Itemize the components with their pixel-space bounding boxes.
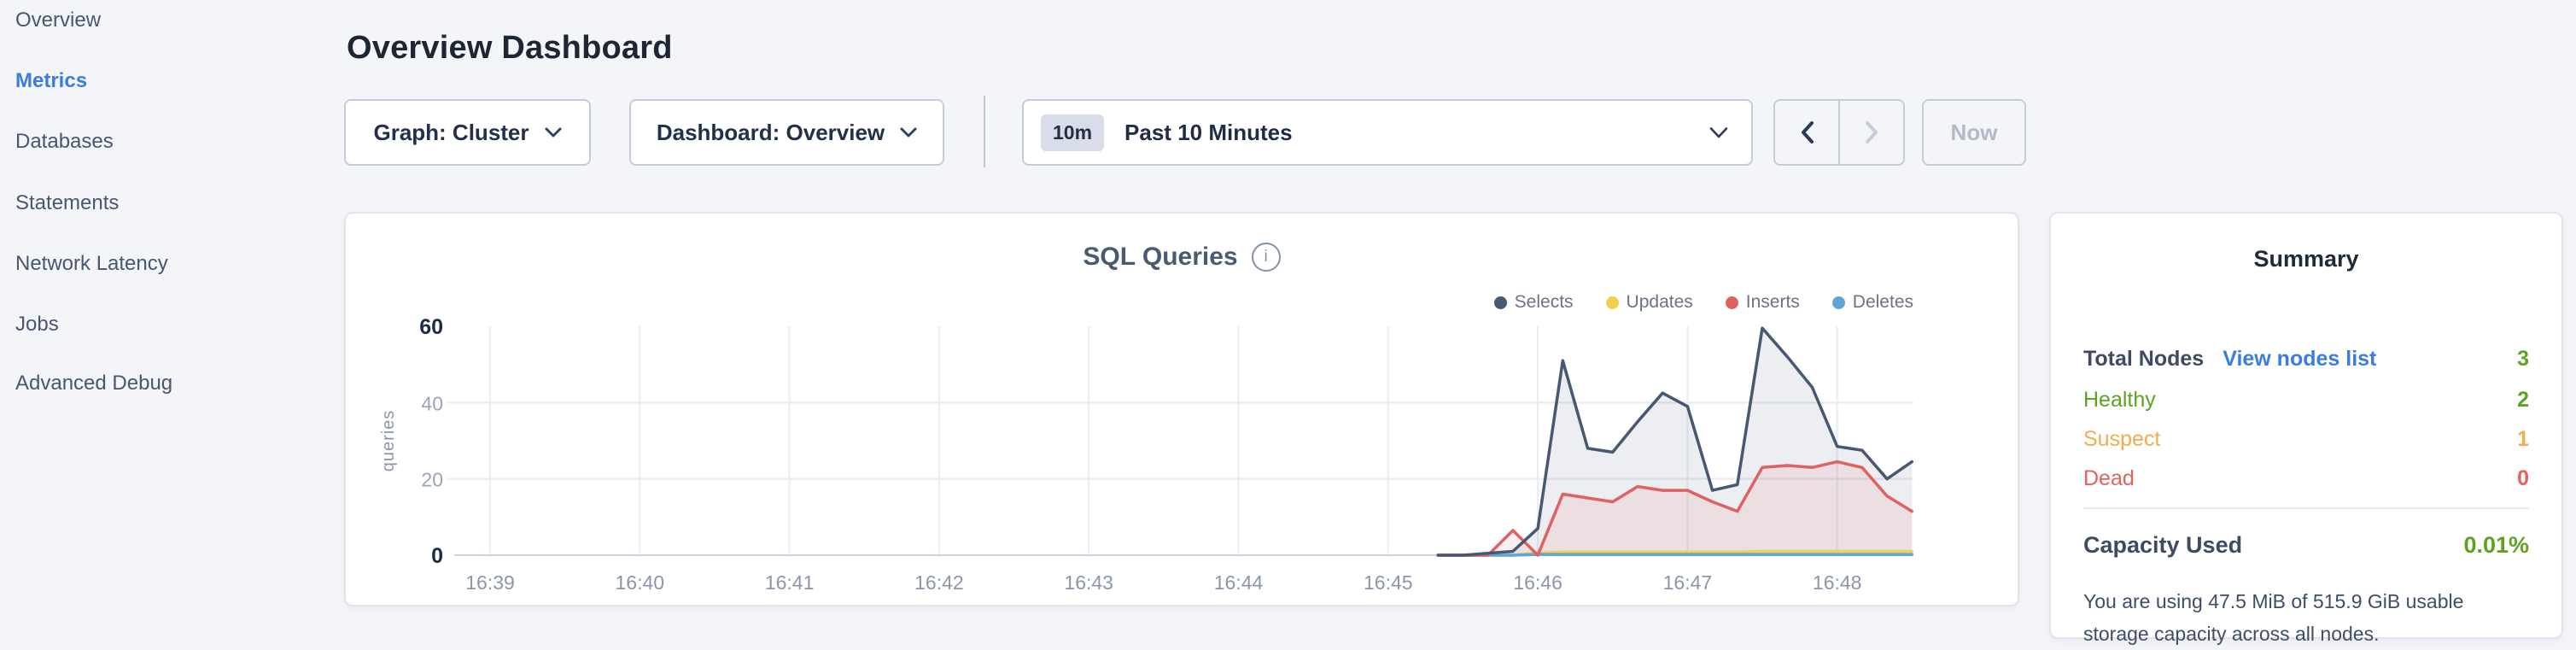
now-button[interactable]: Now <box>1922 99 2026 166</box>
svg-text:20: 20 <box>421 469 443 491</box>
legend-label: Inserts <box>1745 292 1800 312</box>
sidebar-item-jobs[interactable]: Jobs <box>15 313 59 336</box>
time-step-button-group <box>1773 99 1905 166</box>
svg-text:16:46: 16:46 <box>1513 571 1563 594</box>
capacity-used-label: Capacity Used <box>2083 531 2243 558</box>
chevron-down-icon <box>545 127 562 138</box>
svg-text:16:47: 16:47 <box>1663 571 1713 594</box>
toolbar-divider <box>984 96 985 167</box>
selects-series-dot <box>1493 296 1507 309</box>
chart-title: SQL Queries <box>1083 243 1238 271</box>
legend-label: Deletes <box>1852 292 1913 312</box>
capacity-used-value: 0.01% <box>2463 531 2529 558</box>
dashboard-dropdown[interactable]: Dashboard: Overview <box>629 99 944 166</box>
dead-label: Dead <box>2083 466 2135 490</box>
sidebar-item-advanced-debug[interactable]: Advanced Debug <box>15 372 173 395</box>
legend-item-updates: Updates <box>1605 292 1693 313</box>
dashboard-dropdown-label: Dashboard: Overview <box>656 119 885 145</box>
svg-text:16:41: 16:41 <box>765 571 815 594</box>
time-step-back-button[interactable] <box>1775 101 1838 164</box>
chevron-down-icon <box>1709 126 1729 139</box>
time-range-picker[interactable]: 10m Past 10 Minutes <box>1022 99 1753 166</box>
healthy-nodes-row: Healthy 2 <box>2083 383 2529 417</box>
healthy-label: Healthy <box>2083 387 2156 412</box>
inserts-series-dot <box>1725 296 1738 309</box>
svg-text:16:43: 16:43 <box>1064 571 1113 594</box>
graph-scope-dropdown-label: Graph: Cluster <box>373 119 529 145</box>
deletes-series-dot <box>1831 296 1845 309</box>
legend-item-inserts: Inserts <box>1725 292 1800 313</box>
legend-item-selects: Selects <box>1493 292 1574 313</box>
healthy-value: 2 <box>2517 387 2529 412</box>
sidebar-item-network-latency[interactable]: Network Latency <box>15 252 168 275</box>
summary-title: Summary <box>2253 246 2359 272</box>
svg-text:40: 40 <box>421 392 443 414</box>
time-step-forward-button[interactable] <box>1838 101 1903 164</box>
page-title: Overview Dashboard <box>347 30 673 67</box>
suspect-label: Suspect <box>2083 426 2161 451</box>
svg-text:16:39: 16:39 <box>465 571 515 594</box>
svg-text:16:42: 16:42 <box>914 571 964 594</box>
updates-series-dot <box>1605 296 1619 309</box>
svg-text:16:45: 16:45 <box>1364 571 1413 594</box>
dead-nodes-row: Dead 0 <box>2083 461 2529 495</box>
sidebar-item-statements[interactable]: Statements <box>15 191 120 214</box>
legend-label: Selects <box>1514 292 1574 312</box>
svg-text:16:44: 16:44 <box>1214 571 1264 594</box>
graph-scope-dropdown[interactable]: Graph: Cluster <box>344 99 591 166</box>
capacity-used-row: Capacity Used 0.01% <box>2083 528 2529 562</box>
sidebar-item-overview[interactable]: Overview <box>15 9 102 32</box>
sql-queries-chart-card: 16:39 16:40 16:41 16:42 16:43 16:44 16:45 16:46… <box>344 212 2019 606</box>
summary-divider <box>2083 507 2529 509</box>
capacity-description: You are using 47.5 MiB of 515.9 GiB usab… <box>2083 590 2464 645</box>
time-range-badge: 10m <box>1041 114 1105 151</box>
legend-item-deletes: Deletes <box>1831 292 1913 313</box>
chart-legend: Selects Updates Inserts Deletes <box>1493 292 1913 313</box>
chevron-right-icon <box>1865 120 1879 144</box>
info-icon[interactable]: i <box>1251 243 1281 272</box>
svg-text:60: 60 <box>419 315 443 339</box>
total-nodes-row: Total Nodes View nodes list 3 <box>2083 342 2529 376</box>
svg-text:16:40: 16:40 <box>616 571 665 594</box>
suspect-value: 1 <box>2517 426 2529 451</box>
total-nodes-label: Total Nodes <box>2083 346 2205 371</box>
legend-label: Updates <box>1626 292 1693 312</box>
svg-text:queries: queries <box>379 410 398 472</box>
dead-value: 0 <box>2517 466 2529 490</box>
sidebar-item-databases[interactable]: Databases <box>15 130 114 153</box>
sql-queries-chart: 16:39 16:40 16:41 16:42 16:43 16:44 16:45 16:46… <box>379 315 1914 594</box>
sidebar-item-metrics[interactable]: Metrics <box>15 69 88 92</box>
chevron-left-icon <box>1800 120 1814 144</box>
svg-text:0: 0 <box>431 544 443 568</box>
svg-text:16:48: 16:48 <box>1813 571 1862 594</box>
total-nodes-value: 3 <box>2517 346 2529 371</box>
time-range-label: Past 10 Minutes <box>1124 119 1293 145</box>
chevron-down-icon <box>900 127 917 138</box>
suspect-nodes-row: Suspect 1 <box>2083 422 2529 456</box>
summary-panel: Summary Total Nodes View nodes list 3 He… <box>2049 212 2563 645</box>
view-nodes-list-link[interactable]: View nodes list <box>2223 346 2377 371</box>
